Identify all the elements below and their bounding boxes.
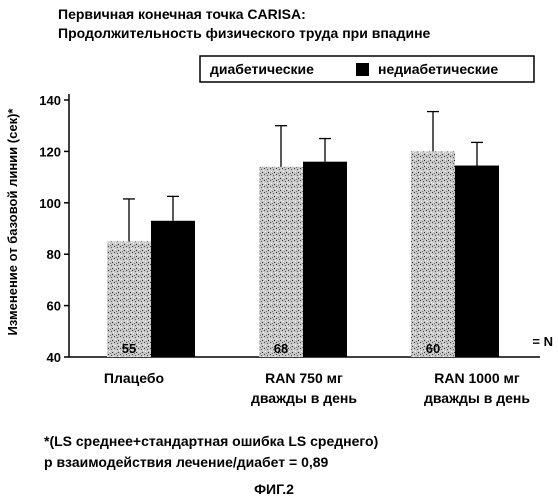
y-tick-label: 100 — [39, 196, 61, 211]
n-suffix: = N — [532, 334, 553, 349]
bars — [107, 112, 499, 357]
legend: диабетические недиабетические — [200, 56, 534, 82]
y-tick-label: 80 — [47, 247, 61, 262]
y-tick-label: 40 — [47, 350, 61, 365]
chart-title-line-1: Первичная конечная точка CARISA: — [58, 6, 306, 22]
bar — [107, 241, 151, 357]
figure-label: ФИГ.2 — [254, 481, 294, 497]
chart-title-line-2: Продолжительность физического труда при … — [58, 25, 431, 41]
footnote-1: *(LS среднее+стандартная ошибка LS средн… — [44, 433, 378, 449]
bar — [411, 151, 455, 357]
y-tick-label: 120 — [39, 144, 61, 159]
n-label: 55 — [122, 341, 136, 356]
x-category-label: Плацебо — [104, 370, 164, 386]
n-label: 60 — [426, 341, 440, 356]
bar — [303, 162, 347, 357]
bar — [455, 166, 499, 357]
x-category-label: RAN 750 мг — [265, 370, 343, 386]
bar — [151, 221, 195, 357]
x-category-label: дважды в день — [251, 390, 357, 406]
x-category-label: RAN 1000 мг — [434, 370, 520, 386]
y-tick-label: 60 — [47, 299, 61, 314]
n-label: 68 — [274, 341, 288, 356]
y-axis-label: Изменение от базовой линии (сек)* — [5, 108, 20, 336]
legend-label-nondiabetic: недиабетические — [378, 61, 498, 77]
bar — [259, 167, 303, 357]
x-category-label: дважды в день — [424, 390, 530, 406]
footnote-2: р взаимодействия лечение/диабет = 0,89 — [44, 454, 329, 470]
legend-label-diabetic: диабетические — [210, 61, 314, 77]
legend-swatch-nondiabetic — [356, 63, 369, 76]
y-tick-label: 140 — [39, 93, 61, 108]
